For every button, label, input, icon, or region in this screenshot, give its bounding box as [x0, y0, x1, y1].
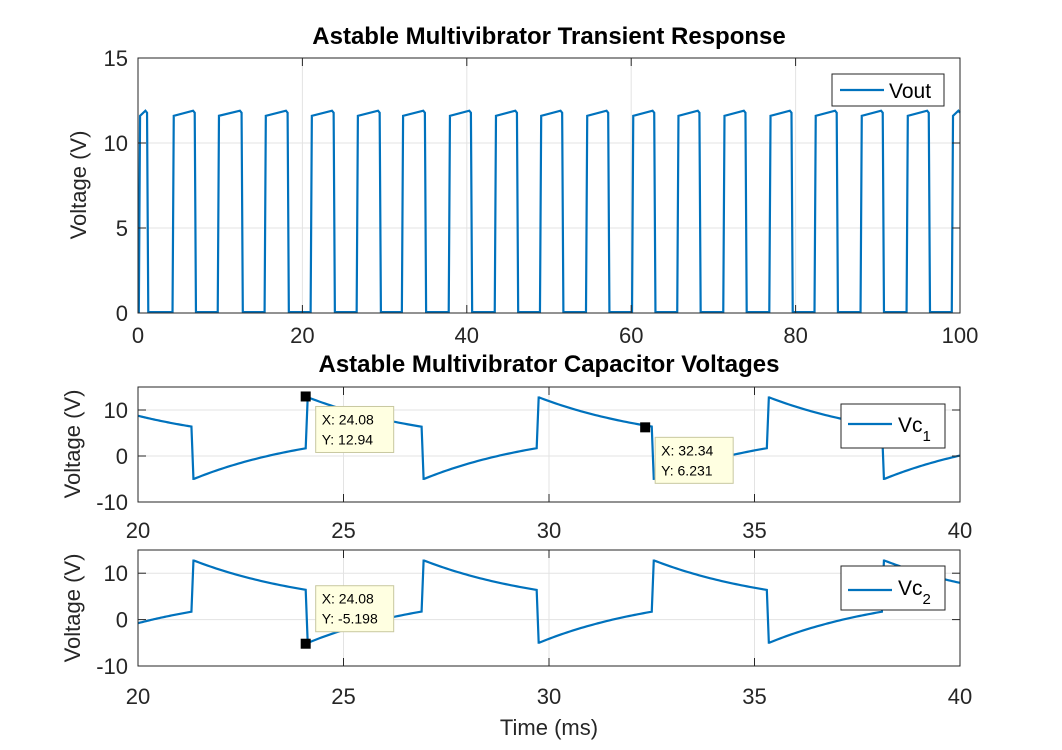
datatip-box-vc1: [315, 405, 395, 453]
x-tick-label-vout: 20: [290, 323, 314, 348]
x-tick-label-vc1: 30: [537, 518, 561, 543]
legend-label-vc1: Vc1: [898, 414, 931, 445]
legend-name-vc1: Vc: [898, 414, 923, 437]
chart-title-capacitor: Astable Multivibrator Capacitor Voltages: [319, 351, 780, 378]
datatip-x-vc1: X: 24.08: [322, 411, 374, 427]
y-axis-label-vc1: Voltage (V): [60, 390, 85, 499]
y-tick-label-vout: 10: [104, 131, 128, 156]
x-tick-label-vc2: 30: [537, 684, 561, 709]
y-tick-label-vout: 0: [116, 301, 128, 326]
x-tick-label-vc2: 40: [948, 684, 972, 709]
x-tick-label-vc2: 20: [126, 684, 150, 709]
legend-sub-vc1: 1: [923, 428, 931, 445]
x-tick-label-vout: 40: [455, 323, 479, 348]
datatip-y-vc1: Y: 12.94: [322, 431, 374, 447]
ticks-vc2: 20 25 30 35 40 -10 0 10: [96, 550, 972, 709]
datatip-x-vc1: X: 32.34: [661, 442, 713, 458]
y-tick-label-vc1: 10: [104, 398, 128, 423]
x-tick-label-vout: 60: [619, 323, 643, 348]
legend-label-vout: Vout: [889, 80, 931, 103]
legend-sub-vc2: 2: [923, 591, 931, 608]
x-tick-label-vc1: 40: [948, 518, 972, 543]
x-tick-label-vout: 0: [132, 323, 144, 348]
panel-vc1: Astable Multivibrator Capacitor Voltages…: [60, 351, 972, 543]
y-tick-label-vout: 15: [104, 46, 128, 71]
y-tick-label-vc1: -10: [96, 490, 128, 515]
grid-vc1: [137, 387, 961, 503]
panel-vout: Astable Multivibrator Transient Response…: [66, 23, 978, 348]
x-tick-label-vc2: 25: [331, 684, 355, 709]
grid-vc2: [137, 550, 961, 667]
legend-box-vc1: [840, 403, 946, 449]
ticks-vc1: 20 25 30 35 40 -10 0 10: [96, 387, 972, 543]
x-tick-label-vout: 80: [783, 323, 807, 348]
legend-label-vc2: Vc2: [898, 577, 931, 608]
legend-box-vc2: [840, 565, 946, 611]
legend-vout: Vout: [831, 73, 945, 107]
datatip-marker-vc1[interactable]: [300, 391, 311, 402]
y-tick-label-vc2: -10: [96, 654, 128, 679]
datatips-vc2: X: 24.08 Y: -5.198: [300, 585, 395, 649]
datatip-box-vc2: [315, 585, 395, 633]
y-tick-label-vc2: 10: [104, 561, 128, 586]
datatip-box-vc1: [654, 436, 734, 484]
x-tick-label-vc1: 25: [331, 518, 355, 543]
datatips-vc1: X: 24.08 Y: 12.94 X: 32.34 Y: 6.231: [300, 391, 734, 484]
y-axis-label-vout: Voltage (V): [66, 131, 91, 240]
x-axis-label-time: Time (ms): [500, 715, 598, 740]
x-tick-label-vout: 100: [942, 323, 979, 348]
x-tick-label-vc1: 35: [742, 518, 766, 543]
datatip-y-vc2: Y: -5.198: [322, 611, 378, 627]
x-tick-label-vc2: 35: [742, 684, 766, 709]
y-tick-label-vc1: 0: [116, 444, 128, 469]
series-line-vout: [137, 109, 961, 314]
panel-vc2: 20 25 30 35 40 -10 0 10 Voltage (V) Time (ms) V…: [60, 549, 972, 740]
legend-vc1: Vc1: [840, 403, 946, 449]
datatip-x-vc2: X: 24.08: [322, 591, 374, 607]
y-tick-label-vout: 5: [116, 216, 128, 241]
datatip-marker-vc1[interactable]: [640, 422, 651, 433]
datatip-marker-vc2[interactable]: [300, 638, 311, 649]
series-line-vc2: [137, 559, 961, 644]
legend-vc2: Vc2: [840, 565, 946, 611]
legend-name-vc2: Vc: [898, 577, 923, 600]
y-tick-label-vc2: 0: [116, 608, 128, 633]
x-tick-label-vc1: 20: [126, 518, 150, 543]
chart-title-vout: Astable Multivibrator Transient Response: [312, 23, 785, 50]
y-axis-label-vc2: Voltage (V): [60, 554, 85, 663]
ticks-vout: 0 20 40 60 80 100 0 5 10 15: [104, 46, 979, 348]
datatip-y-vc1: Y: 6.231: [661, 462, 713, 478]
axes-box-vout: [137, 57, 961, 314]
